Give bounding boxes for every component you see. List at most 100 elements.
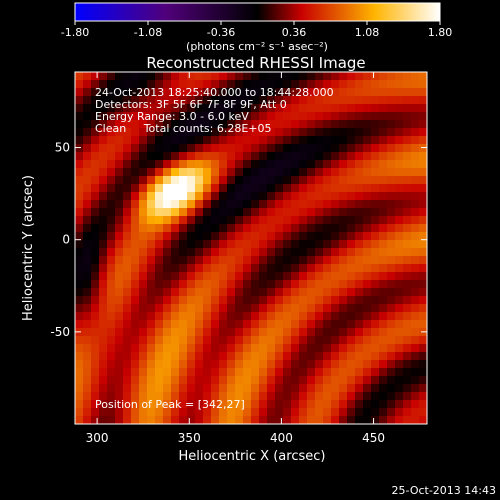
heatmap-cell <box>163 208 172 217</box>
heatmap-cell <box>195 192 204 201</box>
heatmap-cell <box>123 296 132 305</box>
heatmap-cell <box>219 208 228 217</box>
heatmap-cell <box>251 280 260 289</box>
heatmap-cell <box>155 416 164 425</box>
heatmap-cell <box>387 288 396 297</box>
heatmap-cell <box>315 112 324 121</box>
y-tick-label: 0 <box>62 233 70 247</box>
heatmap-cell <box>107 296 116 305</box>
heatmap-cell <box>395 304 404 313</box>
heatmap-cell <box>411 192 420 201</box>
heatmap-cell <box>211 200 220 209</box>
heatmap-cell <box>267 240 276 249</box>
heatmap-cell <box>267 368 276 377</box>
heatmap-cell <box>395 360 404 369</box>
heatmap-cell <box>347 152 356 161</box>
heatmap-cell <box>163 272 172 281</box>
heatmap-cell <box>347 360 356 369</box>
heatmap-cell <box>155 184 164 193</box>
heatmap-cell <box>387 344 396 353</box>
heatmap-cell <box>139 208 148 217</box>
heatmap-cell <box>131 352 140 361</box>
heatmap-cell <box>155 336 164 345</box>
heatmap-cell <box>315 288 324 297</box>
heatmap-cell <box>275 328 284 337</box>
heatmap-cell <box>299 376 308 385</box>
heatmap-cell <box>403 376 412 385</box>
heatmap-cell <box>291 168 300 177</box>
heatmap-cell <box>115 128 124 137</box>
heatmap-cell <box>419 136 428 145</box>
heatmap-cell <box>147 400 156 409</box>
heatmap-cell <box>99 176 108 185</box>
heatmap-cell <box>179 176 188 185</box>
heatmap-cell <box>91 200 100 209</box>
heatmap-cell <box>283 144 292 153</box>
heatmap-cell <box>411 232 420 241</box>
heatmap-cell <box>131 216 140 225</box>
heatmap-cell <box>227 280 236 289</box>
heatmap-cell <box>123 144 132 153</box>
heatmap-cell <box>171 400 180 409</box>
heatmap-cell <box>211 264 220 273</box>
heatmap-cell <box>387 224 396 233</box>
heatmap-cell <box>147 72 156 81</box>
heatmap-cell <box>331 184 340 193</box>
heatmap-cell <box>219 312 228 321</box>
heatmap-cell <box>331 104 340 113</box>
heatmap-cell <box>371 128 380 137</box>
heatmap-cell <box>275 304 284 313</box>
heatmap-cell <box>347 328 356 337</box>
heatmap-cell <box>171 160 180 169</box>
heatmap-cell <box>419 288 428 297</box>
heatmap-cell <box>283 168 292 177</box>
heatmap-cell <box>419 184 428 193</box>
heatmap-cell <box>235 280 244 289</box>
heatmap-cell <box>371 408 380 417</box>
heatmap-cell <box>419 368 428 377</box>
heatmap-cell <box>91 408 100 417</box>
heatmap-cell <box>251 392 260 401</box>
heatmap-cell <box>347 272 356 281</box>
heatmap-cell <box>267 136 276 145</box>
heatmap-cell <box>131 144 140 153</box>
heatmap-cell <box>131 192 140 201</box>
heatmap-cell <box>379 328 388 337</box>
heatmap-cell <box>347 112 356 121</box>
heatmap-cell <box>251 96 260 105</box>
heatmap-cell <box>259 296 268 305</box>
heatmap-cell <box>91 192 100 201</box>
heatmap-cell <box>307 152 316 161</box>
heatmap-cell <box>83 104 92 113</box>
heatmap-cell <box>131 384 140 393</box>
heatmap-cell <box>211 384 220 393</box>
heatmap-cell <box>139 392 148 401</box>
heatmap-cell <box>99 248 108 257</box>
heatmap-cell <box>139 168 148 177</box>
heatmap-cell <box>75 184 84 193</box>
heatmap-cell <box>75 312 84 321</box>
heatmap-cell <box>259 320 268 329</box>
heatmap-cell <box>395 400 404 409</box>
heatmap-cell <box>163 120 172 129</box>
peak-position-label: Position of Peak = [342,27] <box>95 398 245 411</box>
heatmap-cell <box>83 368 92 377</box>
heatmap-cell <box>355 360 364 369</box>
heatmap-cell <box>363 216 372 225</box>
heatmap-cell <box>267 288 276 297</box>
heatmap-cell <box>283 208 292 217</box>
heatmap-cell <box>275 256 284 265</box>
heatmap-cell <box>227 312 236 321</box>
heatmap-cell <box>115 192 124 201</box>
heatmap-cell <box>315 120 324 129</box>
heatmap-cell <box>171 248 180 257</box>
heatmap-cell <box>395 240 404 249</box>
heatmap-cell <box>83 248 92 257</box>
heatmap-cell <box>131 232 140 241</box>
heatmap-cell <box>347 192 356 201</box>
heatmap-cell <box>403 248 412 257</box>
heatmap-cell <box>155 232 164 241</box>
heatmap-cell <box>171 272 180 281</box>
heatmap-cell <box>203 128 212 137</box>
heatmap-cell <box>219 416 228 425</box>
